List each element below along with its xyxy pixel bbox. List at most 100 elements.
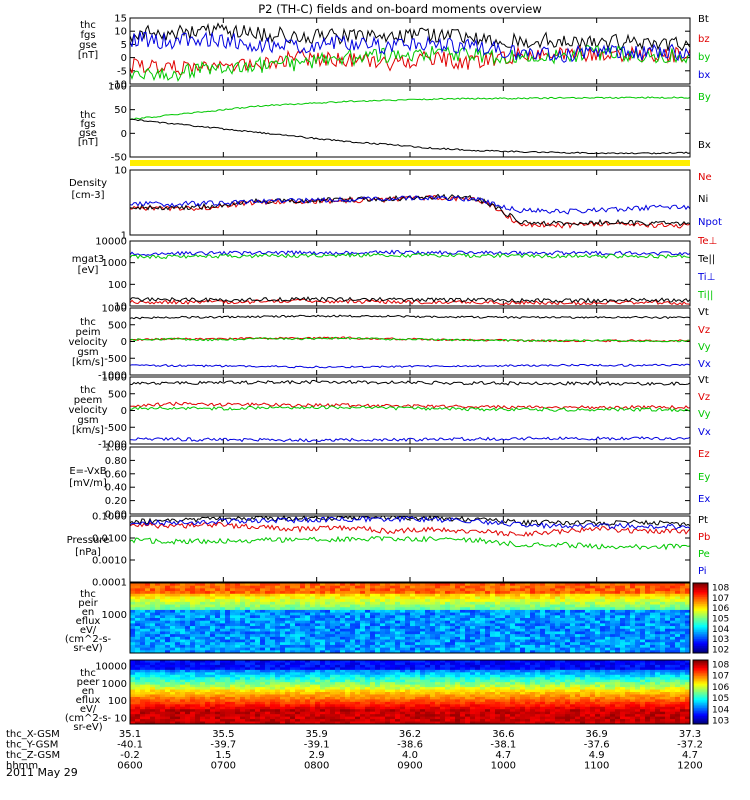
spectrogram-cell (185, 623, 191, 627)
spectrogram-cell (395, 660, 401, 663)
spectrogram-cell (405, 696, 411, 700)
spectrogram-cell (135, 662, 141, 666)
spectrogram-cell (565, 585, 571, 589)
spectrogram-cell (335, 689, 341, 693)
spectrogram-cell (660, 647, 666, 651)
spectrogram-cell (290, 636, 296, 640)
spectrogram-cell (160, 650, 166, 654)
spectrogram-cell (605, 631, 611, 635)
spectrogram-cell (435, 620, 441, 624)
spectrogram-cell (500, 626, 506, 630)
spectrogram-cell (410, 585, 416, 589)
spectrogram-cell (605, 609, 611, 614)
spectrogram-cell (165, 701, 171, 705)
spectrogram-cell (575, 618, 581, 622)
spectrogram-cell (375, 721, 381, 725)
spectrogram-cell (315, 674, 321, 678)
spectrogram-cell (600, 626, 606, 630)
spectrogram-cell (315, 585, 321, 589)
spectrogram-cell (390, 647, 396, 651)
y-tick-label: -1000 (98, 440, 127, 451)
spectrogram-cell (365, 609, 371, 614)
spectrogram-cell (355, 682, 361, 686)
spectrogram-cell (580, 607, 586, 611)
spectrogram-cell (150, 660, 156, 663)
spectrogram-cell (510, 626, 516, 630)
spectrogram-cell (205, 660, 211, 663)
spectrogram-cell (200, 689, 206, 693)
spectrogram-cell (155, 644, 161, 649)
spectrogram-cell (260, 679, 266, 683)
spectrogram-cell (660, 604, 666, 608)
spectrogram-cell (570, 639, 576, 643)
spectrogram-cell (220, 711, 226, 715)
spectrogram-cell (320, 687, 326, 690)
spectrogram-cell (630, 634, 636, 638)
spectrogram-cell (320, 721, 326, 725)
colorbar-step (693, 598, 708, 601)
spectrogram-cell (355, 687, 361, 690)
spectrogram-cell (525, 650, 531, 654)
spectrogram-cell (335, 711, 341, 715)
spectrogram-cell (335, 628, 341, 632)
spectrogram-cell (130, 642, 136, 646)
spectrogram-cell (150, 672, 156, 676)
spectrogram-cell (675, 623, 681, 627)
spectrogram-cell (615, 631, 621, 635)
spectrogram-cell (450, 612, 456, 616)
spectrogram-cell (330, 692, 336, 695)
spectrogram-cell (480, 620, 486, 624)
spectrogram-cell (270, 636, 276, 640)
spectrogram-cell (260, 636, 266, 640)
spectrogram-cell (220, 706, 226, 710)
spectrogram-cell (150, 716, 156, 720)
spectrogram-cell (475, 604, 481, 608)
spectrogram-cell (440, 706, 446, 710)
spectrogram-cell (350, 721, 356, 725)
spectrogram-cell (185, 669, 191, 673)
spectrogram-cell (350, 706, 356, 710)
spectrogram-cell (295, 644, 301, 649)
spectrogram-cell (460, 585, 466, 589)
spectrogram-cell (145, 709, 151, 713)
spectrogram-cell (130, 721, 136, 725)
spectrogram-cell (515, 647, 521, 651)
spectrogram-cell (270, 667, 276, 671)
spectrogram-cell (410, 634, 416, 638)
spectrogram-cell (455, 583, 461, 587)
spectrogram-cell (220, 704, 226, 708)
spectrogram-cell (640, 601, 646, 605)
spectrogram-cell (520, 601, 526, 605)
spectrogram-cell (150, 604, 156, 608)
spectrogram-cell (340, 601, 346, 605)
spectrogram-cell (250, 674, 256, 678)
spectrogram-cell (525, 612, 531, 616)
spectrogram-cell (340, 620, 346, 624)
spectrogram-cell (465, 628, 471, 632)
spectrogram-cell (305, 626, 311, 630)
spectrogram-cell (470, 631, 476, 635)
spectrogram-cell (275, 672, 281, 676)
spectrogram-cell (155, 585, 161, 589)
spectrogram-cell (610, 642, 616, 646)
spectrogram-cell (315, 692, 321, 695)
spectrogram-cell (595, 607, 601, 611)
spectrogram-cell (345, 618, 351, 622)
spectrogram-cell (670, 634, 676, 638)
spectrogram-cell (495, 596, 501, 600)
spectrogram-cell (385, 615, 391, 619)
spectrogram-cell (375, 612, 381, 616)
spectrogram-cell (360, 714, 366, 718)
spectrogram-cell (250, 642, 256, 646)
spectrogram-cell (250, 609, 256, 614)
spectrogram-cell (345, 642, 351, 646)
spectrogram-cell (330, 591, 336, 595)
spectrogram-cell (335, 706, 341, 710)
spectrogram-cell (260, 607, 266, 611)
spectrogram-cell (225, 631, 231, 635)
spectrogram-cell (380, 672, 386, 676)
spectrogram-cell (180, 642, 186, 646)
spectrogram-cell (350, 682, 356, 686)
spectrogram-cell (600, 639, 606, 643)
spectrogram-cell (280, 620, 286, 624)
